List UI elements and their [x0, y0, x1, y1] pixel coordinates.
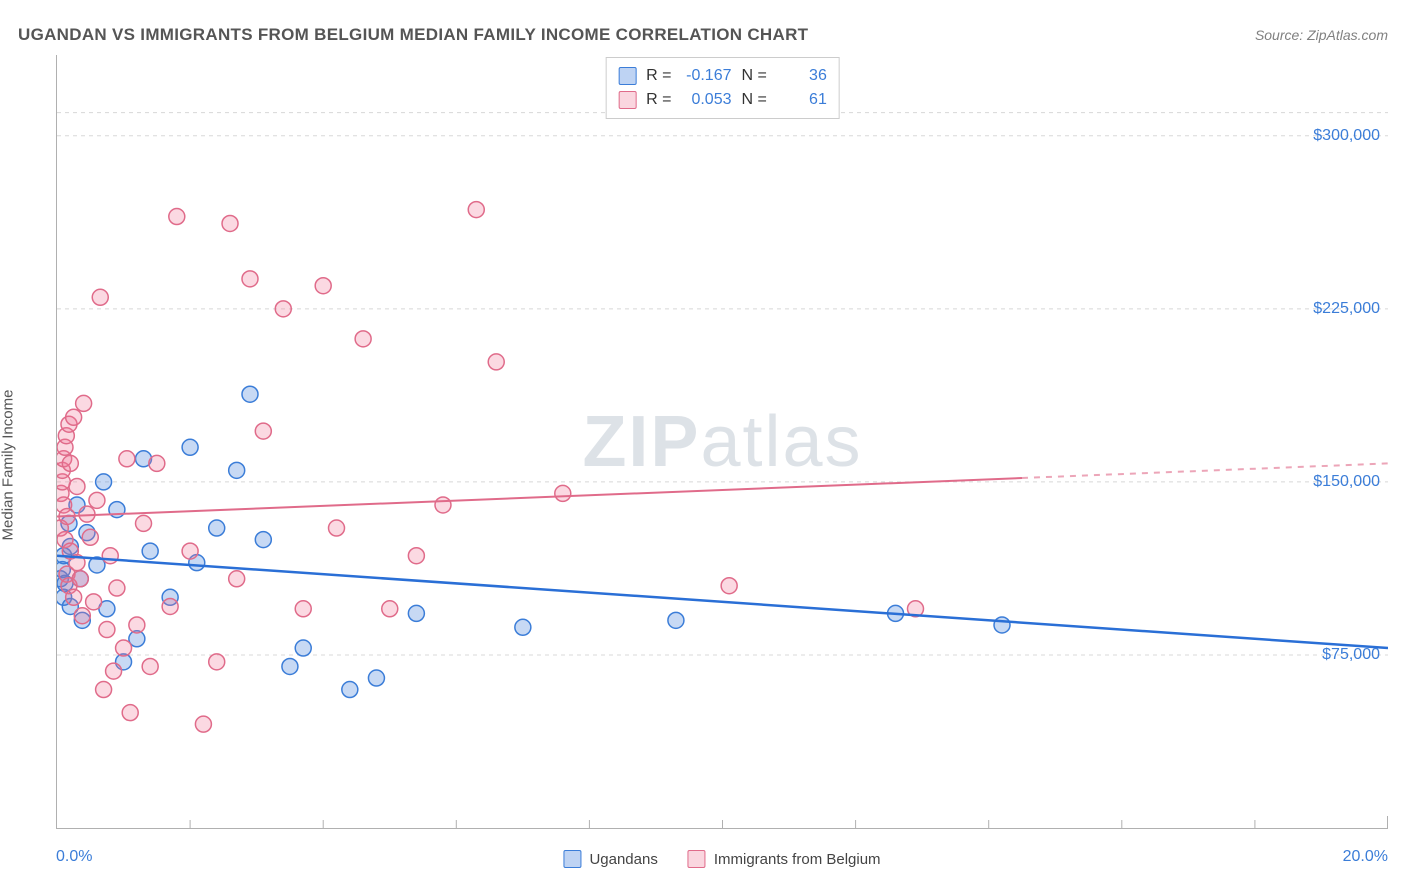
y-axis-label: Median Family Income	[0, 389, 17, 540]
stats-blue-r: -0.167	[682, 64, 732, 88]
stats-blue-n: 36	[777, 64, 827, 88]
stats-n-label: N =	[742, 64, 767, 88]
stats-r-label: R =	[646, 64, 671, 88]
stats-row-pink: R = 0.053 N = 61	[618, 88, 827, 112]
stats-n-label-2: N =	[742, 88, 767, 112]
y-tick-label: $300,000	[1313, 127, 1380, 145]
legend-label-pink: Immigrants from Belgium	[714, 851, 881, 868]
chart-title: UGANDAN VS IMMIGRANTS FROM BELGIUM MEDIA…	[18, 25, 808, 45]
x-max-label: 20.0%	[1343, 848, 1388, 866]
plot-svg	[57, 55, 1388, 828]
swatch-blue-icon	[618, 67, 636, 85]
legend-item-pink: Immigrants from Belgium	[688, 850, 881, 868]
chart-source: Source: ZipAtlas.com	[1255, 27, 1388, 43]
plot-area: ZIPatlas R = -0.167 N = 36 R = 0.053 N =…	[56, 55, 1388, 829]
stats-r-label-2: R =	[646, 88, 671, 112]
legend-swatch-pink-icon	[688, 850, 706, 868]
swatch-pink-icon	[618, 91, 636, 109]
legend-item-blue: Ugandans	[563, 850, 657, 868]
y-tick-label: $150,000	[1313, 473, 1380, 491]
y-tick-label: $75,000	[1322, 646, 1380, 664]
legend-swatch-blue-icon	[563, 850, 581, 868]
x-min-label: 0.0%	[56, 848, 92, 866]
stats-pink-n: 61	[777, 88, 827, 112]
chart-container: Median Family Income ZIPatlas R = -0.167…	[18, 55, 1388, 874]
x-axis: 0.0% Ugandans Immigrants from Belgium 20…	[56, 834, 1388, 874]
y-tick-label: $225,000	[1313, 300, 1380, 318]
chart-header: UGANDAN VS IMMIGRANTS FROM BELGIUM MEDIA…	[18, 20, 1388, 50]
stats-box: R = -0.167 N = 36 R = 0.053 N = 61	[605, 57, 840, 119]
legend-label-blue: Ugandans	[589, 851, 657, 868]
stats-pink-r: 0.053	[682, 88, 732, 112]
stats-row-blue: R = -0.167 N = 36	[618, 64, 827, 88]
bottom-legend: Ugandans Immigrants from Belgium	[563, 850, 880, 868]
